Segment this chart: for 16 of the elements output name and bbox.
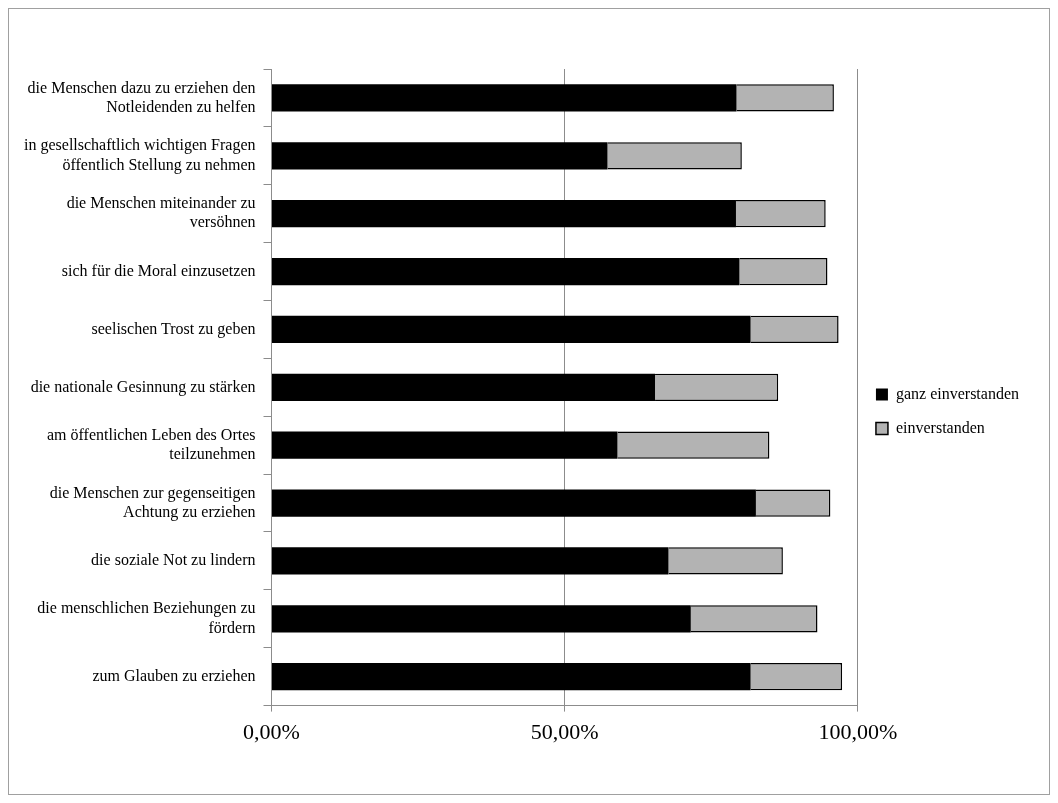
- y-tick-label: zum Glauben zu erziehen: [92, 666, 256, 684]
- y-tick-label: die Menschen miteinander zu versöhnen: [66, 194, 256, 231]
- y-tick-label: in gesellschaftlich wichtigen Fragen öffentlich Stellung zu nehmen: [24, 136, 256, 174]
- y-tick-label: die Menschen zur gegenseitigen Achtung zu erziehen: [49, 483, 256, 521]
- legend-label: ganz einverstanden: [895, 384, 1020, 403]
- x-tick-label: 100,00%: [818, 718, 898, 744]
- y-tick-label: die menschlichen Beziehungen zu fördern: [37, 599, 256, 636]
- y-tick-label: die Menschen dazu zu erziehen den Notleidenden zu helfen: [27, 78, 256, 115]
- x-tick-label: 50,00%: [530, 718, 599, 744]
- y-tick-label: die soziale Not zu lindern: [91, 551, 256, 569]
- y-tick-label: seelischen Trost zu geben: [91, 319, 256, 338]
- x-tick-label: 0,00%: [243, 718, 300, 744]
- y-tick-label: die nationale Gesinnung zu stärken: [30, 377, 256, 396]
- y-tick-label: sich für die Moral einzusetzen: [61, 261, 256, 279]
- legend-label: einverstanden: [895, 418, 985, 436]
- y-tick-label: am öffentlichen Leben des Ortes teilzunehmen: [46, 425, 256, 462]
